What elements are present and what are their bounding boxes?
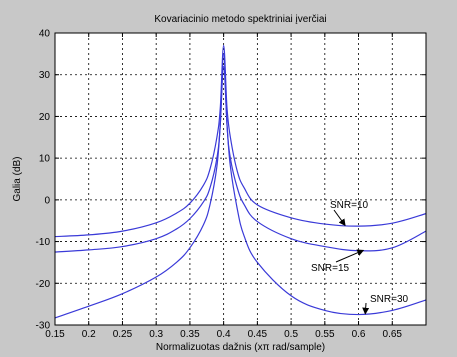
annotation-label: SNR=10 <box>330 200 369 211</box>
x-tick-label: 0.25 <box>113 329 133 340</box>
y-tick-label: 30 <box>39 70 51 81</box>
x-tick-label: 0.5 <box>284 329 298 340</box>
y-tick-label: 20 <box>39 112 51 123</box>
x-tick-label: 0.35 <box>180 329 200 340</box>
series-line-snr-15 <box>54 53 427 253</box>
y-tick-label: -20 <box>36 279 51 290</box>
y-tick-label: 10 <box>39 154 51 165</box>
x-tick-label: 0.65 <box>383 329 403 340</box>
x-tick-label: 0.45 <box>248 329 268 340</box>
axis-ticks: 0.15 0.2 0.25 0.3 0.35 0.4 0.45 0.5 0.55 0.6 0.65 -… <box>36 29 426 340</box>
annotation-label: SNR=15 <box>311 263 350 274</box>
chart-title: Kovariacinio metodo spektriniai įverčiai <box>154 14 326 25</box>
y-tick-label: -30 <box>36 321 51 332</box>
series-lines <box>54 44 427 319</box>
annotations: SNR=10 SNR=15 SNR=30 <box>311 200 409 315</box>
annotation-arrow <box>333 209 346 227</box>
annotation-arrow <box>362 302 370 315</box>
x-tick-label: 0.2 <box>82 329 96 340</box>
plot-area <box>55 33 426 325</box>
y-tick-label: -10 <box>36 237 51 248</box>
x-tick-label: 0.15 <box>45 329 65 340</box>
y-axis-label: Galia (dB) <box>12 156 23 201</box>
x-tick-label: 0.55 <box>315 329 335 340</box>
y-tick-label: 0 <box>44 195 50 206</box>
y-tick-label: 40 <box>39 29 51 40</box>
x-axis-label: Normalizuotas dažnis (xπ rad/sample) <box>156 342 325 352</box>
x-tick-label: 0.4 <box>217 329 231 340</box>
series-line-snr-10 <box>54 44 427 238</box>
x-tick-label: 0.6 <box>352 329 366 340</box>
annotation-label: SNR=30 <box>370 294 409 305</box>
annotation-arrow <box>335 249 365 263</box>
plot-frame <box>54 32 427 326</box>
x-tick-label: 0.3 <box>149 329 163 340</box>
grid-lines <box>55 33 426 325</box>
series-line-snr-30 <box>54 65 427 319</box>
